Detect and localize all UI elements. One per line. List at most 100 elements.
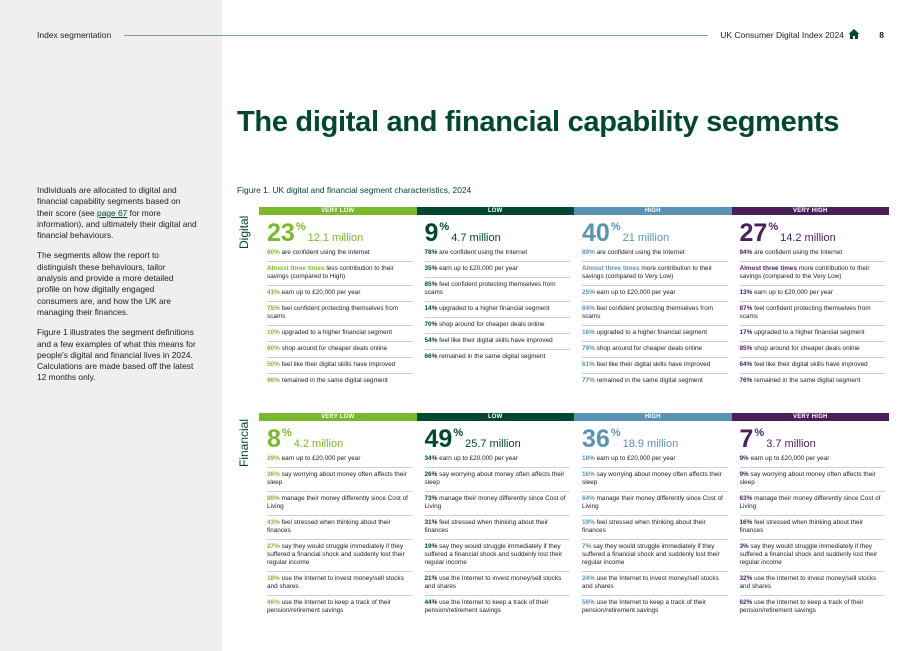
stat-value: 3% (739, 543, 749, 550)
stat-text: earn up to £20,000 per year (594, 455, 676, 462)
stat-item: 32% use the Internet to invest money/sel… (739, 571, 885, 595)
stat-value: 31% (424, 519, 438, 526)
stat-value: 60% (267, 345, 280, 352)
stat-value: 21% (424, 575, 438, 582)
segment-population: 3.7 million (766, 438, 816, 450)
stat-text: are confident using the Internet (437, 249, 528, 256)
stat-text: feel stressed when thinking about their … (739, 519, 864, 534)
stat-value: 44% (424, 599, 438, 606)
stat-item: 89% are confident using the Internet (582, 246, 728, 261)
segment-stats: 9% earn up to £20,000 per year 9% say wor… (739, 452, 885, 619)
stat-value: 17% (739, 329, 753, 336)
stat-item: 16% upgraded to a higher financial segme… (582, 325, 728, 341)
stat-item: 19% say they would struggle immediately … (424, 539, 570, 571)
stat-value: 80% (267, 495, 280, 502)
stat-item: 54% feel like their digital skills have … (424, 333, 570, 349)
stat-item: 19% feel stressed when thinking about th… (582, 515, 728, 539)
digital-section-label: Digital (237, 215, 251, 249)
stat-value: 19% (424, 543, 438, 550)
stat-text: feel stressed when thinking about their … (424, 519, 549, 534)
stat-item: 18% use the Internet to invest money/sel… (267, 571, 413, 595)
stat-item: 31% feel stressed when thinking about th… (424, 515, 570, 539)
stat-item: 44% use the Internet to keep a track of … (424, 595, 570, 619)
page-67-link[interactable]: page 67 (97, 207, 128, 218)
stat-text: earn up to £20,000 per year (594, 289, 676, 296)
stat-text: are confident using the Internet (752, 249, 843, 256)
header-divider (124, 35, 708, 36)
percent-sign: % (610, 427, 621, 439)
stat-text: less contribution to their savings (comp… (267, 265, 394, 280)
stat-text: feel stressed when thinking about their … (267, 519, 391, 534)
segment-stats: 29% earn up to £20,000 per year 36% say w… (267, 452, 413, 619)
stat-item: 64% feel like their digital skills have … (739, 357, 885, 373)
home-icon[interactable] (848, 28, 860, 40)
segment-share: 40% 21 million (582, 219, 728, 247)
stat-value: 9% (739, 471, 749, 478)
stat-item: 3% say they would struggle immediately i… (739, 539, 885, 571)
stat-text: say they would struggle immediately if t… (739, 543, 878, 566)
stat-text: earn up to £20,000 per year (437, 265, 518, 272)
segment-header: VERY LOW (259, 207, 417, 215)
stat-text: manage their money differently since Cos… (739, 495, 881, 510)
intro-paragraph-2: The segments allow the report to disting… (37, 250, 174, 317)
stat-item: 36% say worrying about money often affec… (267, 467, 413, 491)
stat-value: 16% (582, 329, 595, 336)
stat-item: 17% upgraded to a higher financial segme… (739, 325, 885, 341)
stat-value: 35% (424, 265, 438, 272)
stat-text: more contribution to their savings (comp… (739, 265, 870, 280)
stat-item: Almost three times more contribution to … (582, 261, 728, 285)
segment-population: 14.2 million (780, 232, 836, 244)
intro-text-part: Individuals are allocated to digital and… (37, 185, 181, 218)
segment-share: 27% 14.2 million (739, 219, 886, 247)
stat-value: 14% (424, 305, 438, 312)
stat-value: 89% (582, 249, 595, 256)
stat-value: 78% (424, 249, 438, 256)
stat-value: 85% (424, 281, 438, 288)
digital-column-very-low: VERY LOW 23% 12.1 million 60% are confident… (259, 207, 417, 389)
stat-text: feel like their digital skills have impr… (752, 361, 868, 368)
stat-text: remained in the same digital segment (752, 377, 861, 384)
stat-item: 64% manage their money differently since… (582, 491, 728, 515)
percent-sign: % (610, 221, 621, 233)
segment-stats: 94% are confident using the Internet Almo… (739, 246, 885, 389)
stat-value: 27% (267, 543, 280, 550)
segment-percent: 23 (267, 219, 295, 247)
stat-text: say they would struggle immediately if t… (267, 543, 405, 566)
stat-text: use the Internet to keep a track of thei… (424, 599, 549, 614)
stat-text: feel stressed when thinking about their … (582, 519, 706, 534)
segment-population: 21 million (622, 232, 670, 244)
stat-text: say they would struggle immediately if t… (424, 543, 563, 566)
stat-value: 96% (267, 377, 280, 384)
stat-value: 87% (739, 305, 753, 312)
stat-value: 7% (582, 543, 592, 550)
financial-column-low: LOW 49% 25.7 million 34% earn up to £20,000… (416, 413, 574, 619)
percent-sign: % (439, 221, 450, 233)
stat-item: 70% shop around for cheaper deals online (424, 317, 570, 333)
stat-text: feel like their digital skills have impr… (279, 361, 396, 368)
stat-value: 36% (267, 471, 280, 478)
intro-text: Individuals are allocated to digital and… (37, 185, 197, 393)
stat-item: 80% manage their money differently since… (267, 491, 413, 515)
segment-header: HIGH (574, 207, 732, 215)
segment-stats: 18% earn up to £20,000 per year 16% say w… (582, 452, 728, 619)
segment-percent: 27 (739, 219, 768, 247)
stat-value: 29% (267, 455, 280, 462)
stat-value: 94% (739, 249, 753, 256)
stat-item: 43% feel stressed when thinking about th… (267, 515, 413, 539)
segment-share: 7% 3.7 million (740, 425, 886, 453)
stat-text: use the Internet to invest money/sell st… (424, 575, 562, 590)
stat-value: 85% (739, 345, 753, 352)
segment-header: HIGH (574, 413, 732, 421)
percent-sign: % (768, 221, 779, 233)
stat-text: say worrying about money often affects t… (267, 471, 407, 486)
stat-item: 26% say worrying about money often affec… (424, 467, 570, 491)
stat-text: earn up to £20,000 per year (279, 455, 361, 462)
segment-stats: 78% are confident using the Internet 35% … (424, 246, 570, 365)
stat-text: say worrying about money often affects t… (739, 471, 876, 486)
stat-value: 66% (424, 353, 438, 360)
stat-value: 16% (582, 471, 595, 478)
stat-text: upgraded to a higher financial segment (752, 329, 865, 336)
stat-item: 77% remained in the same digital segment (582, 373, 728, 389)
stat-text: are confident using the Internet (594, 249, 685, 256)
stat-item: 63% manage their money differently since… (739, 491, 885, 515)
